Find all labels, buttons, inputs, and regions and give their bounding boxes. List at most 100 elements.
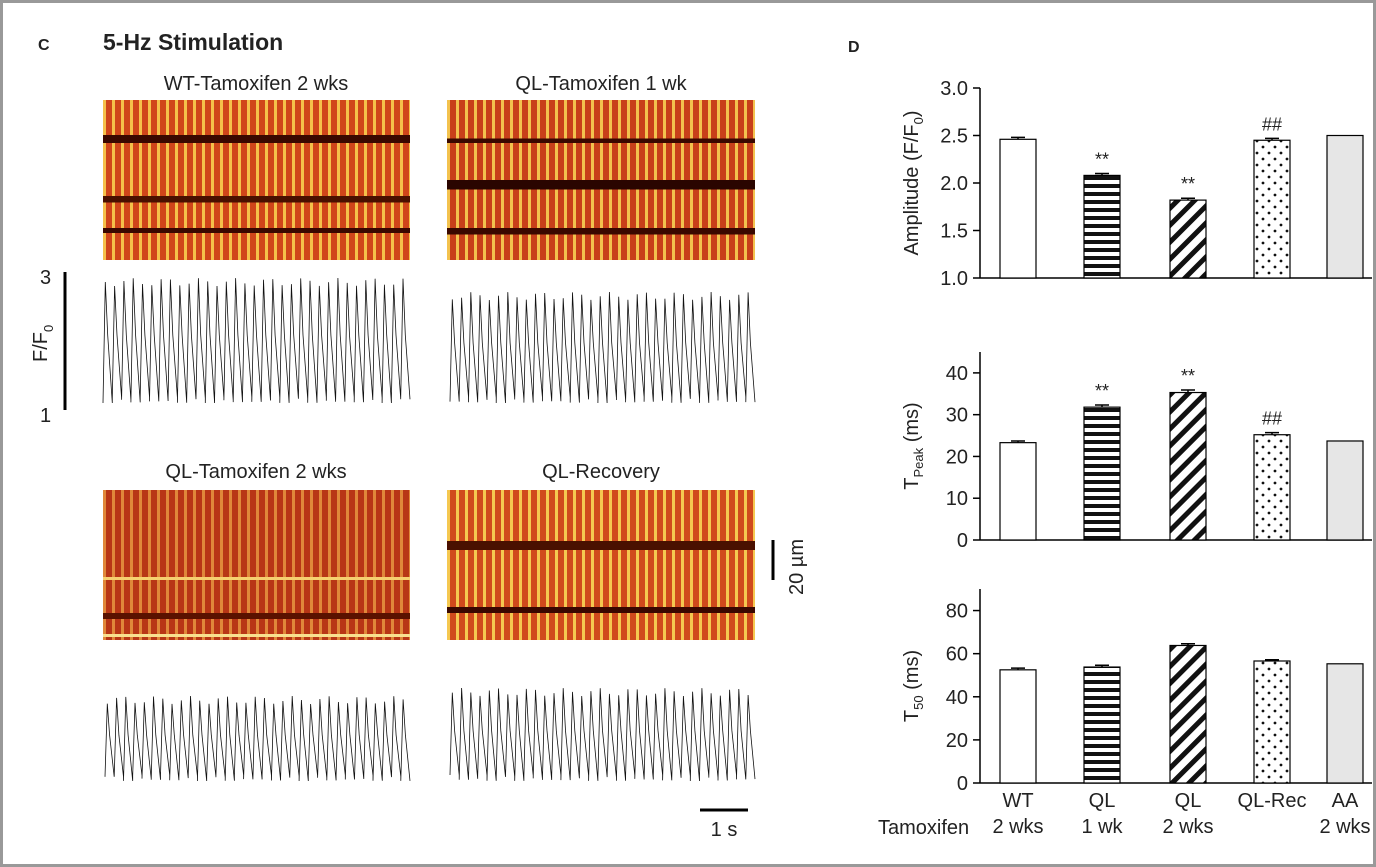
image-title: QL-Tamoxifen 1 wk [515, 73, 687, 95]
bar [1169, 644, 1207, 784]
panel-label: D [848, 39, 860, 56]
y-axis-label-part: ) [901, 110, 923, 117]
scale-label: 1 [40, 405, 51, 427]
group-label: Tamoxifen [878, 817, 969, 839]
bar [1326, 134, 1364, 279]
x-tick-label-line: QL-Rec [1238, 790, 1307, 812]
y-tick-label: 40 [946, 687, 968, 709]
panel-title: 5-Hz Stimulation [103, 29, 283, 55]
error-bar [1265, 658, 1279, 661]
annotation: ** [1181, 366, 1195, 386]
y-tick-label: 10 [946, 488, 968, 510]
bar [1083, 174, 1121, 279]
scale-label-part: F/F [30, 332, 52, 362]
x-tick-label-line: WT [1002, 790, 1033, 812]
scale-label: 1 s [711, 819, 738, 841]
y-axis-label-part: T [901, 477, 923, 489]
image-title: QL-Tamoxifen 2 wks [165, 461, 346, 483]
bar [1083, 666, 1121, 784]
y-tick-label: 0 [957, 530, 968, 552]
scale-label: F/F0 [30, 325, 56, 362]
x-tick-label: QL-Rec [1238, 790, 1307, 812]
bar [1083, 406, 1121, 541]
y-axis-label-part: (ms) [901, 402, 923, 448]
trace [104, 695, 411, 782]
trace [449, 687, 756, 782]
bar [1253, 139, 1291, 279]
annotation: ** [1095, 150, 1109, 170]
x-tick-label: QL 2 wks [1162, 790, 1213, 838]
image-title: WT-Tamoxifen 2 wks [164, 73, 348, 95]
y-axis-label-part: T [901, 710, 923, 722]
bar [999, 442, 1037, 541]
y-tick-label: 30 [946, 405, 968, 427]
error-bar [1181, 197, 1195, 201]
scale-label: 20 µm [786, 539, 808, 595]
y-axis-label: T50 (ms) [901, 650, 926, 722]
annotation: ** [1095, 381, 1109, 401]
panel-label: C [38, 37, 50, 54]
y-tick-label: 20 [946, 730, 968, 752]
error-bar [1181, 643, 1195, 646]
y-tick-label: 2.0 [940, 173, 968, 195]
error-bar [1181, 389, 1195, 393]
y-axis-label: Amplitude (F/F0) [901, 110, 926, 255]
bar [1326, 440, 1364, 541]
x-tick-label: QL 1 wk [1081, 790, 1123, 838]
bar [1326, 663, 1364, 784]
y-tick-label: 3.0 [940, 78, 968, 100]
trace [449, 291, 756, 404]
annotation: ## [1262, 409, 1282, 429]
x-tick-label-line: 1 wk [1081, 816, 1123, 838]
y-tick-label: 40 [946, 363, 968, 385]
x-tick-label-line: 2 wks [992, 816, 1043, 838]
error-bar [1095, 172, 1109, 176]
error-bar [1095, 664, 1109, 668]
x-tick-label-line: QL [1175, 790, 1202, 812]
trace [102, 277, 411, 404]
scale-label-sub: 0 [41, 325, 56, 332]
linescan-image [103, 100, 410, 260]
linescan-image [103, 490, 410, 640]
bar [1169, 391, 1207, 541]
error-bar [1095, 404, 1109, 408]
y-axis-label-sub: 50 [911, 695, 926, 709]
y-tick-label: 60 [946, 644, 968, 666]
linescan-image [447, 490, 755, 640]
y-axis-label-part: Amplitude (F/F [901, 124, 923, 255]
bar [1169, 199, 1207, 279]
scale-label: 3 [40, 267, 51, 289]
x-tick-label-line: AA [1332, 790, 1359, 812]
bar [1253, 434, 1291, 541]
y-tick-label: 80 [946, 601, 968, 623]
error-bar [1265, 137, 1279, 141]
x-tick-label: WT 2 wks [992, 790, 1043, 838]
bar [1253, 660, 1291, 784]
linescan-image [447, 100, 755, 260]
error-bar [1011, 136, 1025, 140]
image-title: QL-Recovery [542, 461, 660, 483]
y-axis-label-sub: Peak [911, 447, 926, 477]
x-tick-label: AA 2 wks [1319, 790, 1370, 838]
y-axis-label: TPeak (ms) [901, 402, 926, 489]
error-bar [1011, 667, 1025, 670]
y-tick-label: 0 [957, 773, 968, 795]
x-tick-label-line: 2 wks [1319, 816, 1370, 838]
bar [999, 669, 1037, 784]
y-tick-label: 1.5 [940, 221, 968, 243]
x-tick-label-line: 2 wks [1162, 816, 1213, 838]
annotation: ** [1181, 174, 1195, 194]
error-bar [1011, 440, 1025, 443]
y-tick-label: 1.0 [940, 268, 968, 290]
bar [999, 138, 1037, 279]
y-axis-label-sub: 0 [911, 117, 926, 124]
x-tick-label-line: QL [1089, 790, 1116, 812]
y-axis-label-part: (ms) [901, 650, 923, 696]
error-bar [1265, 431, 1279, 435]
y-tick-label: 20 [946, 446, 968, 468]
y-tick-label: 2.5 [940, 126, 968, 148]
annotation: ## [1262, 114, 1282, 134]
